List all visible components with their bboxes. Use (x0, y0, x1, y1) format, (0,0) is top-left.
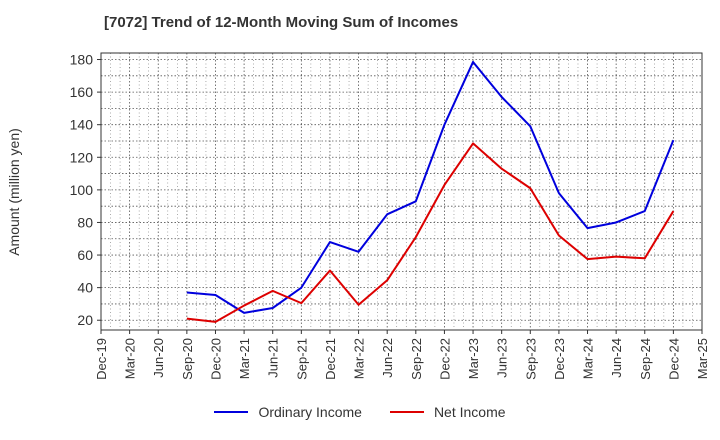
y-tick-label-160: 160 (70, 84, 94, 100)
y-tick-label-40: 40 (77, 280, 93, 296)
axis-layer (97, 52, 703, 334)
y-tick-label-20: 20 (77, 312, 93, 328)
x-tick-label-Sep-20: Sep-20 (180, 338, 195, 380)
legend: Ordinary Income Net Income (0, 404, 720, 420)
x-tick-label-Mar-24: Mar-24 (581, 338, 596, 379)
y-tick-label-120: 120 (70, 149, 94, 165)
x-tick-label-Dec-20: Dec-20 (208, 338, 223, 380)
x-tick-label-Dec-23: Dec-23 (552, 338, 567, 380)
x-tick-label-Mar-22: Mar-22 (352, 338, 367, 379)
y-tick-label-180: 180 (70, 52, 94, 68)
series-line-net-income (186, 142, 675, 323)
x-tick-label-Sep-21: Sep-21 (294, 338, 309, 380)
legend-label-net-income: Net Income (433, 404, 506, 420)
x-tick-label-Jun-20: Jun-20 (151, 338, 166, 378)
x-tick-label-Mar-21: Mar-21 (237, 338, 252, 379)
x-tick-label-Jun-22: Jun-22 (380, 338, 395, 378)
x-tick-label-Mar-20: Mar-20 (123, 338, 138, 379)
x-tick-label-Sep-24: Sep-24 (638, 338, 653, 380)
x-tick-label-Sep-23: Sep-23 (523, 338, 538, 380)
x-tick-label-Dec-21: Dec-21 (323, 338, 338, 380)
x-tick-label-Dec-22: Dec-22 (437, 338, 452, 380)
legend-swatch-net-income (389, 411, 424, 413)
x-tick-label-Jun-21: Jun-21 (266, 338, 281, 378)
y-tick-label-80: 80 (77, 214, 93, 230)
chart-title: [7072] Trend of 12-Month Moving Sum of I… (104, 14, 459, 31)
y-tick-label-140: 140 (70, 117, 94, 133)
x-tick-label-Jun-23: Jun-23 (495, 338, 510, 378)
y-tick-label-60: 60 (77, 247, 93, 263)
x-tick-label-Mar-23: Mar-23 (466, 338, 481, 379)
legend-item-ordinary-income: Ordinary Income (214, 404, 362, 420)
series-line-ordinary-income (186, 60, 675, 314)
x-tick-label-Dec-19: Dec-19 (94, 338, 109, 380)
y-tick-label-100: 100 (70, 182, 94, 198)
series-layer (186, 60, 675, 323)
x-tick-label-Sep-22: Sep-22 (409, 338, 424, 380)
grid-layer (101, 53, 702, 330)
legend-label-ordinary-income: Ordinary Income (258, 404, 362, 420)
x-tick-label-Mar-25: Mar-25 (695, 338, 710, 379)
legend-item-net-income: Net Income (389, 404, 506, 420)
x-tick-label-Jun-24: Jun-24 (609, 338, 624, 378)
x-tick-label-Dec-24: Dec-24 (666, 338, 681, 380)
plot-frame (100, 52, 703, 331)
legend-swatch-ordinary-income (214, 411, 249, 413)
tick-label-layer: 20 40 60 80 100 120 140 160 180 Dec-19 Mar-20 Jun-2… (70, 52, 710, 380)
